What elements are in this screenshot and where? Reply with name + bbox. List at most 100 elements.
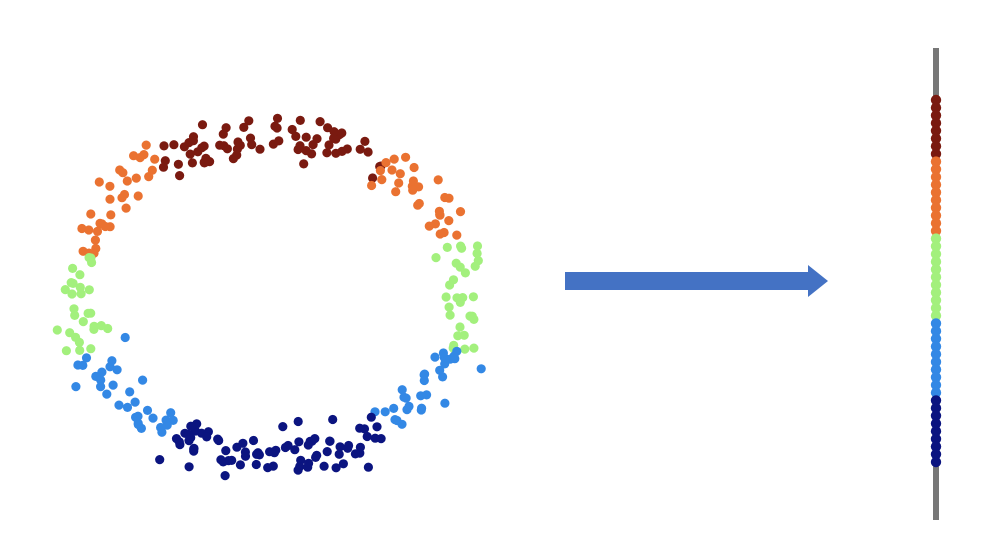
ring-point-lower-left: [125, 387, 135, 397]
ring-point-bottom: [293, 416, 303, 427]
ring-point-lower-right: [438, 348, 448, 358]
line-point: [930, 271, 942, 283]
ring-point-lower-left: [96, 382, 106, 392]
ring-point-lower-right: [389, 403, 399, 413]
ring-point-middle-right: [472, 241, 483, 251]
ring-point-middle-right: [470, 261, 480, 271]
ring-point-lower-left: [71, 382, 81, 392]
ring-point-top: [233, 137, 243, 147]
ring-point-middle-left: [61, 346, 71, 356]
ring-point-middle-right: [442, 242, 452, 252]
ring-point-middle-right: [455, 322, 465, 332]
ring-point-top: [331, 148, 341, 158]
ring-point-upper: [414, 198, 424, 209]
ring-point-top: [287, 124, 297, 135]
ring-point-upper-left: [92, 226, 103, 236]
ring-point-bottom: [214, 435, 224, 446]
ring-point-upper-left: [78, 246, 88, 256]
ring-point-top: [295, 141, 305, 151]
ring-point-upper: [389, 154, 399, 164]
ring-point-lower-left: [96, 375, 106, 385]
ring-point-middle-right: [445, 310, 455, 320]
ring-point-middle-right: [431, 253, 441, 263]
ring-point-upper-left: [97, 219, 107, 229]
ring-point-top: [268, 139, 278, 149]
ring-point-bottom: [290, 445, 300, 455]
ring-point-bottom: [220, 471, 230, 481]
line-point: [930, 310, 942, 321]
ring-point-bottom: [235, 460, 245, 470]
ring-point-top: [291, 131, 301, 141]
line-point: [930, 302, 942, 314]
ring-point-middle-left: [68, 263, 78, 273]
line-point: [930, 194, 942, 206]
ring-point-top: [185, 149, 195, 159]
ring-point-top: [221, 123, 231, 133]
ring-point-bottom: [334, 449, 344, 459]
line-point: [930, 379, 942, 391]
ring-point-upper-left: [122, 176, 132, 186]
ring-point-top: [159, 141, 169, 151]
arrow-head: [808, 265, 828, 297]
line-point: [930, 318, 942, 329]
line-point: [930, 202, 942, 213]
ring-point-middle-left: [60, 285, 70, 295]
ring-point-top: [301, 146, 311, 156]
ring-point-upper: [408, 176, 418, 186]
ring-point-middle-right: [460, 344, 470, 354]
ring-point-lower-left: [78, 360, 88, 370]
ring-point-bottom: [186, 433, 196, 443]
ring-point-middle-right: [459, 330, 469, 340]
line-point: [930, 387, 942, 398]
ring-point-top: [329, 133, 339, 143]
ring-point-top: [360, 136, 370, 146]
line-point: [930, 279, 942, 291]
ring-point-lower-right: [390, 415, 400, 425]
ring-point-lower-left: [138, 375, 148, 385]
line-point: [930, 395, 942, 406]
ring-point-upper-left: [147, 165, 157, 175]
ring-point-middle-left: [89, 324, 99, 334]
ring-point-upper-left: [77, 223, 87, 234]
ring-point-lower-left: [102, 389, 112, 399]
ring-point-middle-left: [86, 344, 96, 354]
ring-point-upper: [430, 219, 440, 229]
ring-point-bottom: [221, 446, 231, 456]
ring-point-bottom: [216, 455, 226, 465]
ring-point-upper-left: [133, 191, 143, 201]
ring-point-upper: [381, 158, 391, 168]
ring-point-top: [239, 122, 249, 132]
line-point: [930, 218, 942, 229]
ring-point-upper: [408, 185, 418, 195]
ring-point-middle-right: [457, 243, 467, 253]
ring-point-top: [322, 148, 332, 158]
ring-point-middle-right: [445, 280, 455, 290]
line-point: [930, 295, 942, 306]
ring-point-upper-left: [117, 193, 127, 203]
ring-point-middle-left: [84, 253, 94, 263]
line-point: [930, 225, 942, 237]
ring-point-upper: [455, 207, 466, 217]
ring-point-middle-left: [75, 270, 85, 280]
ring-point-upper: [367, 180, 377, 191]
line-point: [930, 410, 942, 421]
ring-point-upper-left: [91, 243, 101, 254]
ring-point-upper: [452, 230, 462, 240]
ring-point-middle-left: [70, 310, 80, 320]
line-point: [930, 233, 942, 244]
ring-point-upper-left: [131, 173, 141, 183]
line-point: [930, 418, 942, 429]
ring-point-bottom: [355, 442, 365, 452]
ring-point-middle-right: [469, 343, 479, 353]
ring-point-bottom: [372, 422, 382, 432]
ring-point-lower-left: [166, 408, 176, 418]
ring-point-lower-left: [81, 353, 92, 363]
line-point: [930, 179, 942, 190]
line-point: [930, 264, 942, 275]
ring-point-top: [368, 173, 378, 183]
ring-point-bottom: [366, 412, 376, 422]
ring-point-lower-right: [449, 351, 459, 361]
ring-point-top: [169, 140, 179, 150]
ring-point-bottom: [304, 458, 314, 468]
ring-point-bottom: [202, 432, 212, 442]
